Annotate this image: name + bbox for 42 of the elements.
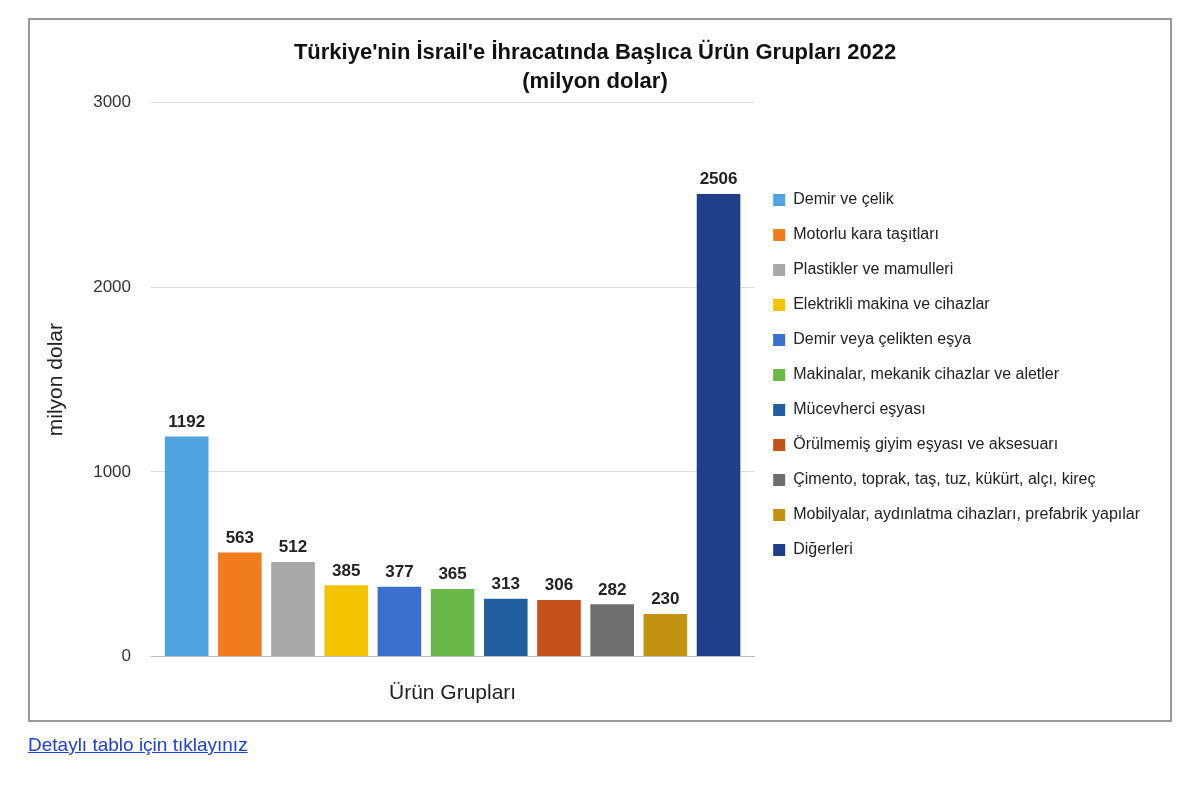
data-label: 512 — [278, 537, 308, 557]
x-axis-title: Ürün Grupları — [388, 680, 517, 704]
data-label: 230 — [651, 589, 680, 609]
bar — [643, 613, 688, 656]
legend-label: Demir ve çelik — [793, 190, 895, 208]
data-label: 377 — [385, 562, 414, 582]
bar — [696, 193, 741, 656]
data-label: 2506 — [699, 169, 738, 189]
legend-label: Çimento, toprak, taş, tuz, kükürt, alçı, kireç — [793, 470, 1096, 488]
bar — [324, 585, 369, 656]
bar — [377, 586, 422, 656]
y-tick-label: 0 — [121, 646, 132, 666]
legend-label: Demir veya çelikten eşya — [793, 330, 972, 348]
bar — [218, 552, 262, 656]
y-axis-title: milyon dolar — [43, 322, 67, 437]
legend-label: Elektrikli makina ve cihazlar — [793, 295, 991, 313]
bar — [483, 598, 528, 656]
data-label: 385 — [332, 560, 361, 580]
y-tick-label: 1000 — [93, 461, 132, 481]
chart-title: Türkiye'nin İsrail'e İhracatında Başlıca Ürün Grupları 2022 — [293, 39, 897, 65]
legend-label: Diğerleri — [793, 540, 853, 558]
legend-label: Plastikler ve mamulleri — [793, 260, 954, 278]
y-tick-label: 3000 — [93, 92, 132, 112]
data-label: 282 — [597, 579, 627, 599]
legend-label: Makinalar, mekanik cihazlar ve aletler — [793, 365, 1060, 383]
legend-label: Örülmemiş giyim eşyası ve aksesuarı — [793, 435, 1059, 453]
text: Detaylı tablo için tıklayınız — [28, 734, 248, 755]
legend-label: Motorlu kara taşıtları — [793, 225, 940, 243]
bar — [537, 599, 581, 656]
data-label: 313 — [491, 573, 520, 593]
data-label: 1192 — [168, 411, 206, 431]
bar — [271, 561, 315, 656]
bar — [430, 589, 475, 656]
bar — [590, 604, 634, 656]
data-label: 306 — [544, 575, 574, 595]
chart-subtitle: (milyon dolar) — [522, 67, 668, 93]
y-tick-label: 2000 — [93, 277, 132, 297]
legend-label: Mücevherci eşyası — [793, 400, 926, 418]
bar — [164, 436, 209, 656]
data-label: 563 — [225, 527, 255, 547]
data-label: 365 — [438, 564, 467, 584]
legend-label: Mobilyalar, aydınlatma cihazları, prefabrik yapılar — [793, 505, 1141, 523]
